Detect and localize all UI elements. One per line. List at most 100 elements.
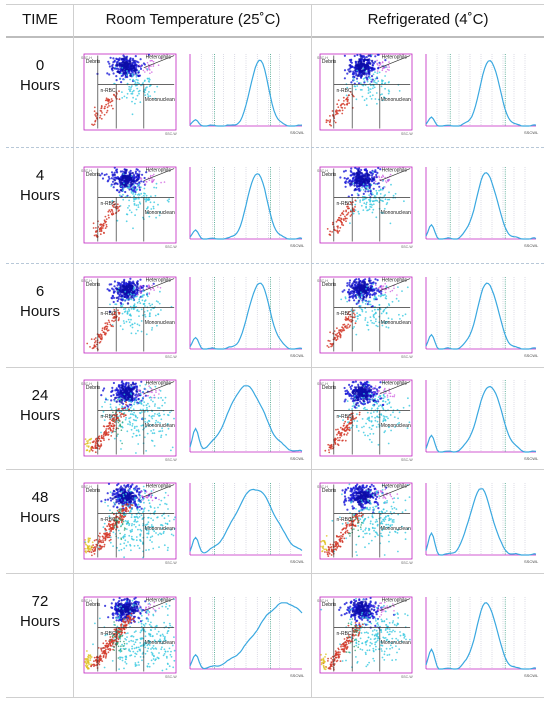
gate-label-mononuclear: Mononuclean [145, 640, 175, 646]
gate-label-mononuclear: Mononuclean [145, 423, 175, 429]
y-axis-label: SSC-H [317, 382, 328, 386]
gate-label-heterophils: Heterophils [382, 55, 408, 61]
gate-label-mononuclear: Mononuclean [381, 423, 411, 429]
histogram-x-label: SSCWL [290, 130, 305, 135]
time-value: 24 [31, 387, 49, 404]
gate-label-heterophils: Heterophils [146, 381, 172, 387]
histogram-x-label: SSCWL [524, 243, 539, 248]
x-axis-label: SSC-W [165, 245, 177, 249]
y-axis-label: SSC-H [81, 279, 92, 283]
room-histogram: SSCWL [189, 167, 305, 248]
histogram-curve [189, 385, 303, 452]
gate-label-mononuclear: Mononuclean [145, 320, 175, 326]
histogram-curve [189, 488, 303, 554]
gate-label-nrbc: n-RBC [101, 201, 116, 207]
gate-label-nrbc: n-RBC [337, 201, 352, 207]
gate-label-debris: Debris [86, 59, 101, 65]
room-histogram: SSCWL [189, 483, 305, 564]
gate-label-debris: Debris [322, 488, 337, 494]
time-unit: Hours [19, 77, 60, 94]
x-axis-label: SSC-W [165, 561, 177, 565]
room-histogram: SSCWL [189, 380, 305, 461]
gate-label-nrbc: n-RBC [101, 311, 116, 317]
time-unit: Hours [19, 407, 60, 424]
histogram-curve [425, 172, 537, 240]
column-divider-2 [311, 4, 312, 698]
gate-label-mononuclear: Mononuclean [381, 640, 411, 646]
x-axis-label: SSC-W [401, 245, 413, 249]
time-unit: Hours [19, 509, 60, 526]
room-scatter-plot: Debris Heterophils n-RBC Mononuclean SSC-W SS… [81, 596, 177, 679]
y-axis-label: SSC-H [317, 169, 328, 173]
gate-label-debris: Debris [322, 59, 337, 65]
fridge-histogram: SSCWL [425, 597, 539, 678]
time-value: 0 [35, 57, 45, 74]
table-row: 0 Hours Debris Heterophils n-RBC Mononuclean S… [6, 38, 544, 148]
x-axis-label: SSC-W [165, 132, 177, 136]
header-room-temperature: Room Temperature (25˚C) [105, 11, 281, 28]
gate-label-mononuclear: Mononuclean [381, 320, 411, 326]
gate-label-heterophils: Heterophils [146, 55, 172, 61]
fridge-histogram: SSCWL [425, 380, 539, 461]
gate-label-debris: Debris [86, 488, 101, 494]
gate-label-nrbc: n-RBC [337, 517, 352, 523]
histogram-x-label: SSCWL [290, 673, 305, 678]
histogram-curve [425, 602, 537, 670]
y-axis-label: SSC-H [81, 485, 92, 489]
gate-label-mononuclear: Mononuclean [145, 97, 175, 103]
table-row: 6 Hours Debris Heterophils n-RBC Mononuclean S… [6, 264, 544, 368]
time-unit: Hours [19, 187, 60, 204]
room-histogram: SSCWL [189, 277, 305, 358]
fridge-scatter-plot: Debris Heterophils n-RBC Mononuclean SSC-W SS… [317, 276, 413, 359]
gate-label-mononuclear: Mononuclean [381, 526, 411, 532]
histogram-x-label: SSCWL [524, 456, 539, 461]
room-scatter-plot: Debris Heterophils n-RBC Mononuclean SSC-W SS… [81, 379, 177, 462]
histogram-x-label: SSCWL [290, 559, 305, 564]
gate-label-mononuclear: Mononuclean [381, 97, 411, 103]
histogram-x-label: SSCWL [524, 559, 539, 564]
time-unit: Hours [19, 613, 60, 630]
gate-label-heterophils: Heterophils [382, 484, 408, 490]
gate-label-heterophils: Heterophils [382, 168, 408, 174]
y-axis-label: SSC-H [317, 279, 328, 283]
room-scatter-plot: Debris Heterophils n-RBC Mononuclean SSC-W SS… [81, 276, 177, 359]
histogram-x-label: SSCWL [524, 353, 539, 358]
histogram-curve [189, 173, 303, 240]
fridge-scatter-plot: Debris Heterophils n-RBC Mononuclean SSC-W SS… [317, 596, 413, 679]
room-scatter-plot: Debris Heterophils n-RBC Mononuclean SSC-W SS… [81, 166, 177, 249]
histogram-curve [425, 60, 537, 127]
gate-label-nrbc: n-RBC [337, 631, 352, 637]
table-row: 24 Hours Debris Heterophils n-RBC Mononuclean… [6, 368, 544, 470]
x-axis-label: SSC-W [165, 458, 177, 462]
gate-label-debris: Debris [322, 172, 337, 178]
gate-label-debris: Debris [86, 172, 101, 178]
x-axis-label: SSC-W [401, 561, 413, 565]
gate-label-mononuclear: Mononuclean [145, 526, 175, 532]
histogram-x-label: SSCWL [290, 353, 305, 358]
gate-label-debris: Debris [322, 282, 337, 288]
time-label: 6 Hours [6, 282, 74, 322]
fridge-scatter-plot: Debris Heterophils n-RBC Mononuclean SSC-W SS… [317, 379, 413, 462]
histogram-x-label: SSCWL [524, 130, 539, 135]
y-axis-label: SSC-H [317, 56, 328, 60]
fridge-histogram: SSCWL [425, 277, 539, 358]
fridge-scatter-plot: Debris Heterophils n-RBC Mononuclean SSC-W SS… [317, 166, 413, 249]
gate-label-nrbc: n-RBC [101, 88, 116, 94]
gate-label-nrbc: n-RBC [101, 414, 116, 420]
y-axis-label: SSC-H [81, 599, 92, 603]
gate-label-heterophils: Heterophils [146, 598, 172, 604]
time-unit: Hours [19, 303, 60, 320]
gate-label-nrbc: n-RBC [337, 88, 352, 94]
y-axis-label: SSC-H [317, 485, 328, 489]
gate-label-nrbc: n-RBC [337, 414, 352, 420]
time-label: 24 Hours [6, 386, 74, 426]
table-row: 72 Hours Debris Heterophils n-RBC Mononuclean… [6, 574, 544, 698]
gate-label-nrbc: n-RBC [101, 631, 116, 637]
gate-label-heterophils: Heterophils [382, 598, 408, 604]
gate-label-heterophils: Heterophils [146, 484, 172, 490]
y-axis-label: SSC-H [81, 56, 92, 60]
gate-label-heterophils: Heterophils [382, 381, 408, 387]
results-table: TIME Room Temperature (25˚C) Refrigerate… [6, 4, 544, 698]
fridge-scatter-plot: Debris Heterophils n-RBC Mononuclean SSC-W SS… [317, 53, 413, 136]
histogram-curve [425, 385, 537, 453]
